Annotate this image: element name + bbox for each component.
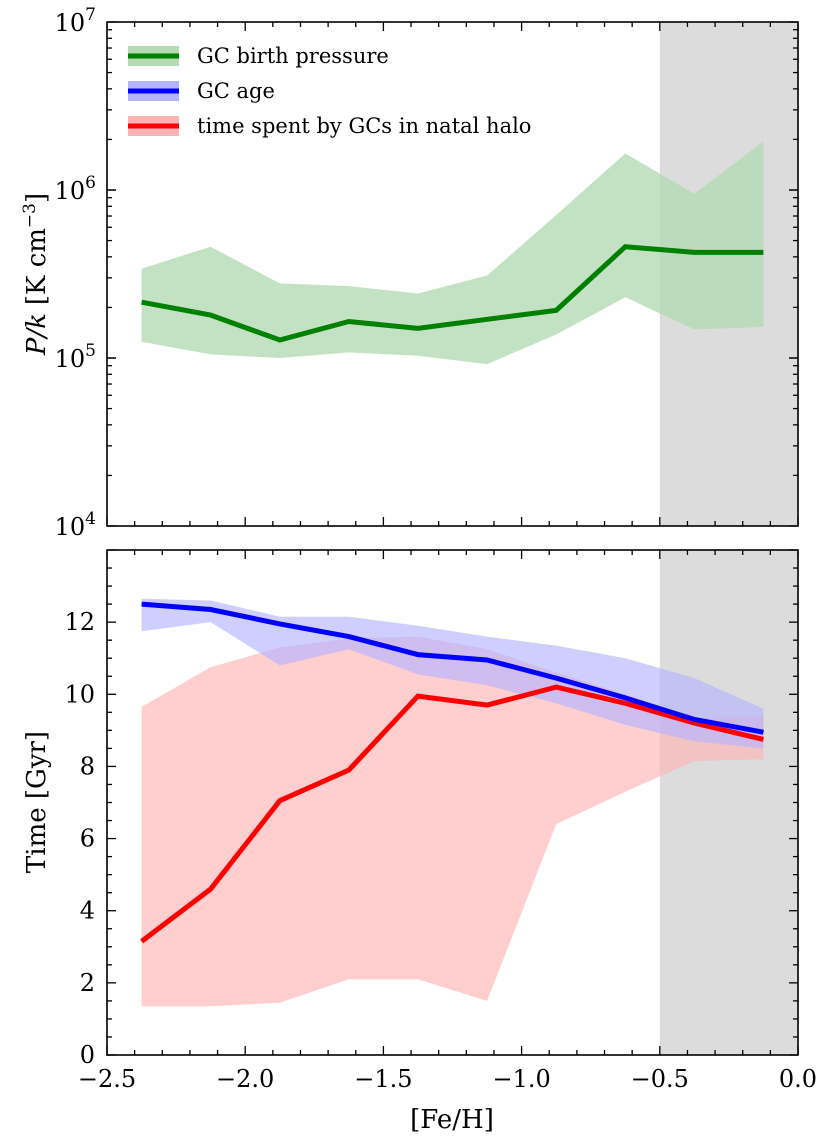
band-gc-birth-pressure (141, 141, 764, 365)
legend-label: GC age (197, 79, 275, 103)
time-panel: 0 2 4 6 8 10 12 −2.5 −2.0 −1.5 −1.0 −0.5 0.0 Time [… (22, 549, 817, 1135)
x-tick-label: −0.5 (631, 1065, 689, 1093)
x-tick-label: −1.5 (354, 1065, 412, 1093)
legend-label: GC birth pressure (197, 44, 389, 68)
uncertainty-bands (141, 598, 764, 1007)
y-tick-labels: 0 2 4 6 8 10 12 (64, 608, 95, 1069)
legend-entry: GC birth pressure (128, 44, 389, 68)
x-tick-label: −2.5 (78, 1065, 136, 1093)
y-tick-label: 4 (80, 897, 95, 925)
x-tick-label: −1.0 (492, 1065, 550, 1093)
y-tick-label: 0 (80, 1041, 95, 1069)
tick-exponent: 5 (85, 341, 96, 361)
line-time-spent-by-gcs-in-natal-halo (140, 684, 764, 944)
tick-exponent: 4 (85, 509, 96, 529)
legend-entry: time spent by GCs in natal halo (128, 114, 531, 138)
y-tick-label: 105 (55, 341, 96, 373)
y-tick-label: 12 (64, 608, 95, 636)
y-tick-label: 8 (80, 752, 95, 780)
x-tick-label: 0.0 (779, 1065, 817, 1093)
x-tick-label: −2.0 (216, 1065, 274, 1093)
y-tick-label: 6 (80, 825, 95, 853)
line-gc-age (141, 601, 764, 735)
plot-frame (106, 21, 799, 527)
tick-exponent: 6 (85, 173, 96, 193)
line-gc-birth-pressure (141, 244, 764, 343)
shaded-metal-rich-region (659, 550, 798, 1055)
tick-base: 10 (55, 345, 86, 373)
y-tick-label: 104 (55, 509, 96, 541)
legend-label: time spent by GCs in natal halo (197, 114, 531, 138)
axis-ticks (106, 549, 799, 1056)
tick-exponent: 7 (85, 5, 96, 25)
tick-base: 10 (55, 177, 86, 205)
y-label-exponent: −3 (20, 203, 40, 228)
y-tick-label: 2 (80, 969, 95, 997)
band-time-spent-by-gcs-in-natal-halo (141, 636, 764, 1007)
tick-base: 10 (55, 9, 86, 37)
legend-entry: GC age (128, 79, 275, 103)
tick-base: 10 (55, 513, 86, 541)
y-tick-label: 106 (55, 173, 96, 205)
y-label-unit: [K cm (22, 228, 52, 305)
legend: GC birth pressure GC age time spent by GCs… (128, 44, 531, 138)
uncertainty-bands (141, 141, 764, 365)
x-tick-labels: −2.5 −2.0 −1.5 −1.0 −0.5 0.0 (78, 1065, 817, 1093)
series-lines (140, 601, 764, 944)
y-axis-label: P/k [K cm−3] (20, 193, 52, 356)
y-label-variable: P/k (22, 313, 52, 356)
shaded-region (659, 550, 798, 1055)
y-tick-label: 10 (64, 680, 95, 708)
y-tick-label: 107 (55, 5, 96, 37)
y-label-unit-close: ] (22, 193, 52, 203)
series-lines (141, 244, 764, 343)
y-axis-label: Time [Gyr] (22, 731, 52, 873)
band-gc-age (141, 598, 764, 749)
plot-frame (106, 549, 799, 1056)
x-axis-label: [Fe/H] (410, 1105, 494, 1135)
